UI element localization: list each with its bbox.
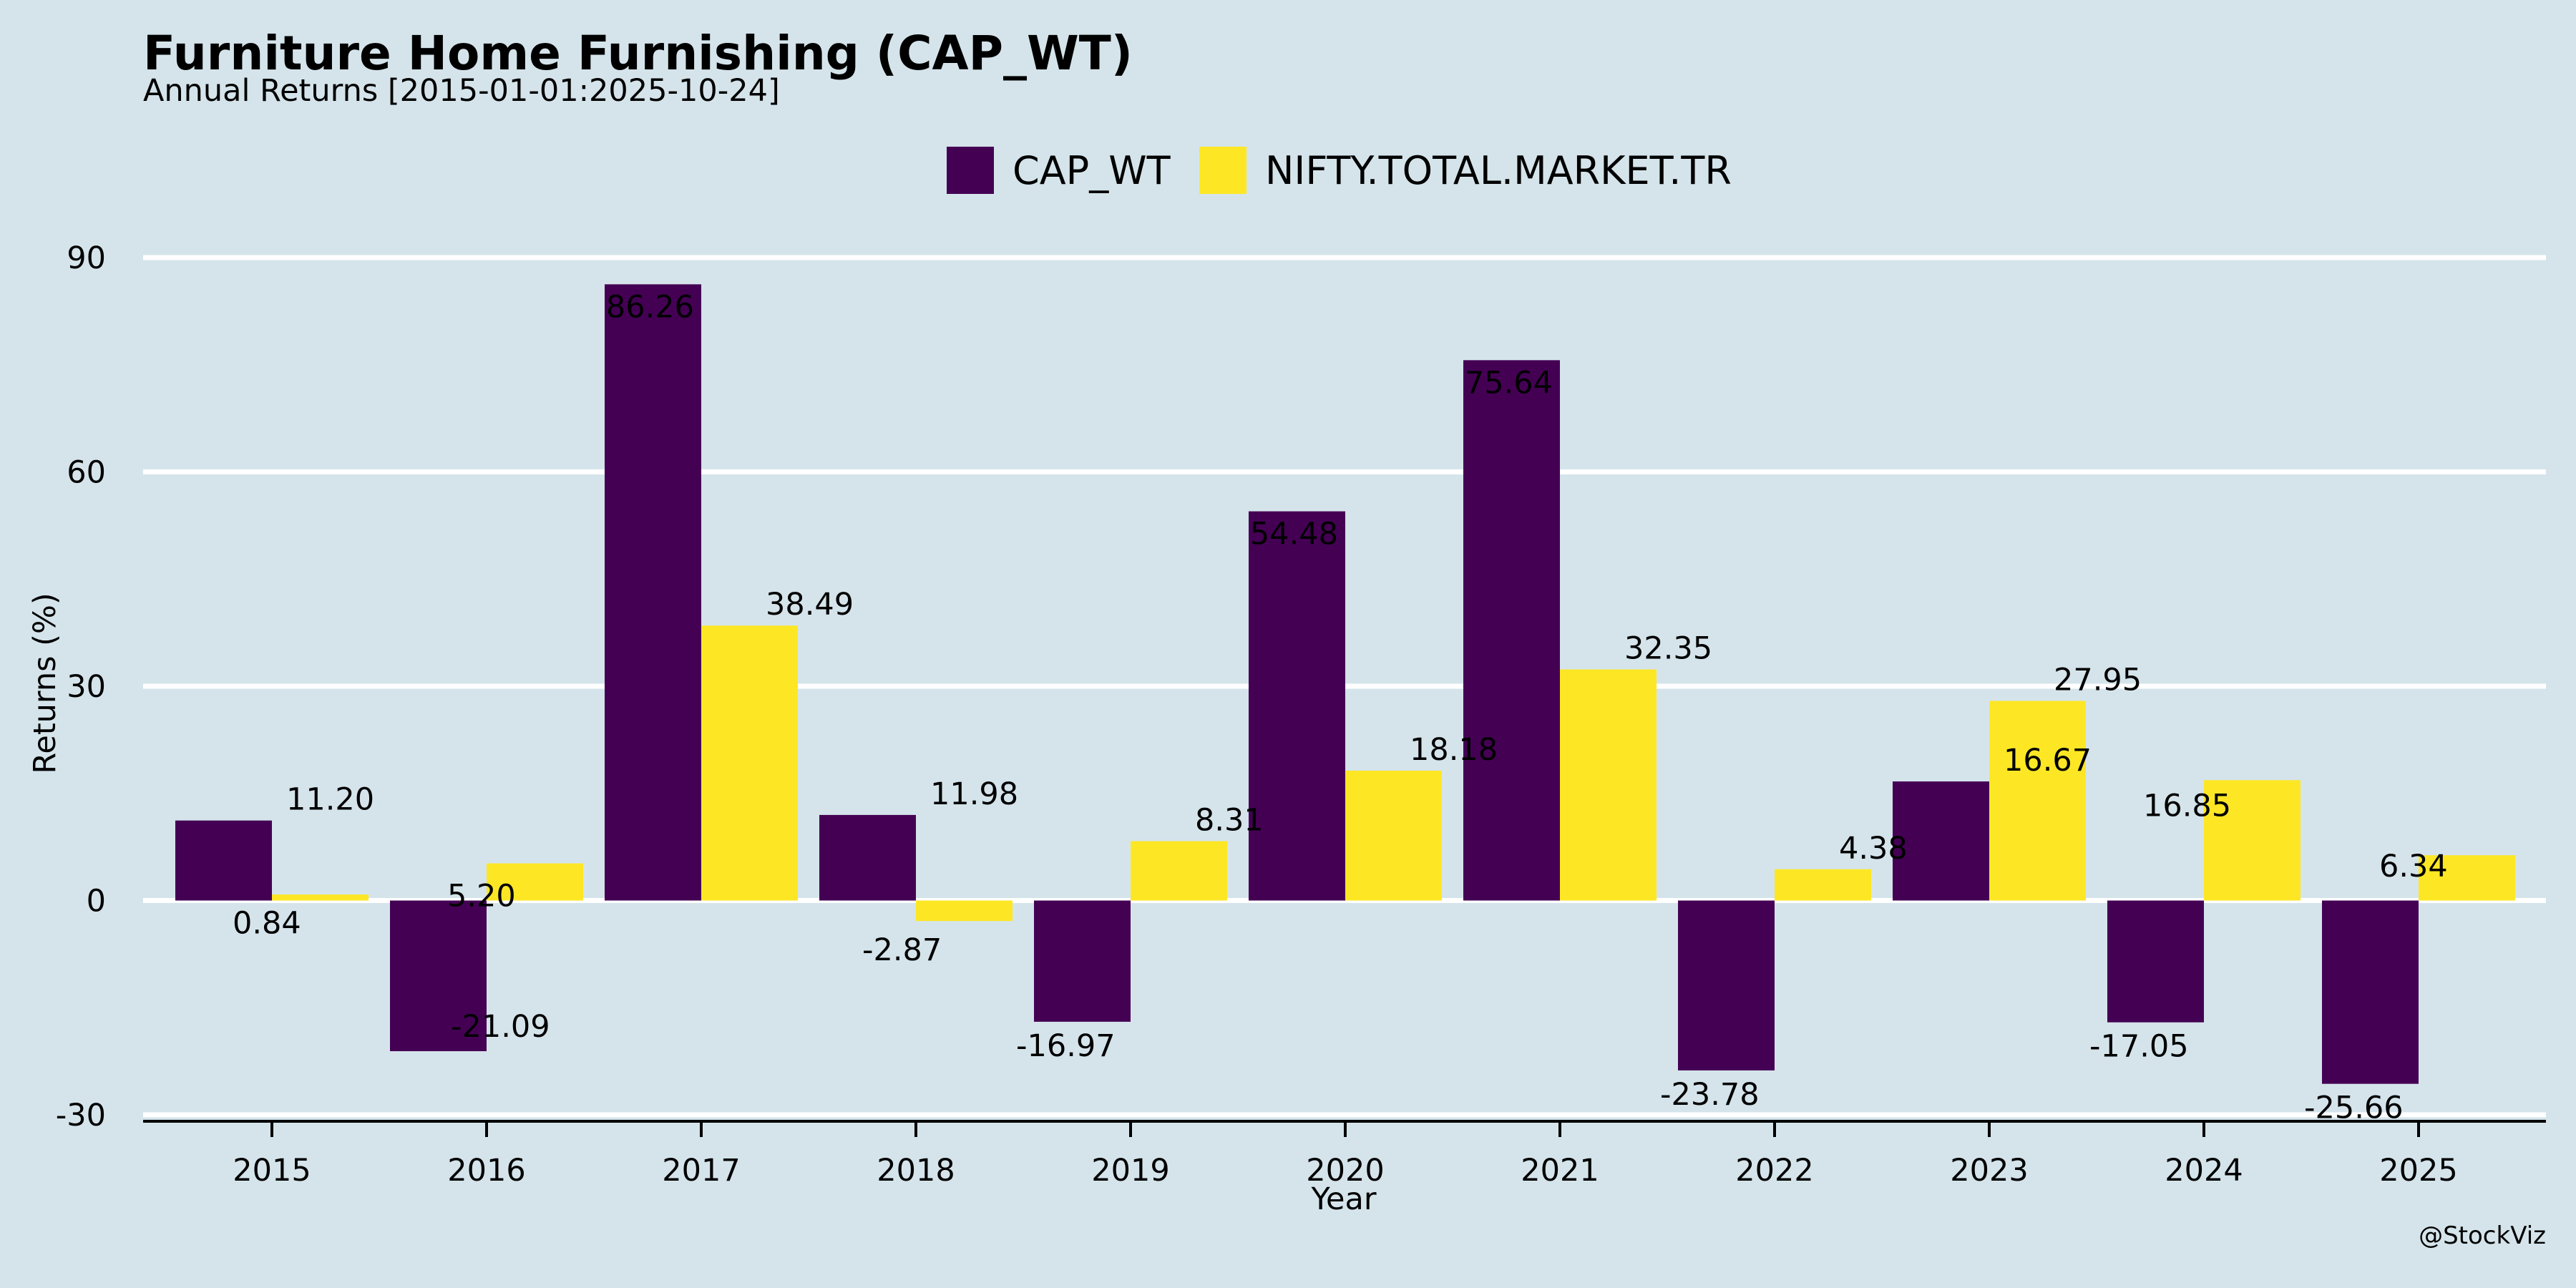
x-axis: 2015 2016 2017 2018 2019 2020 2021 2022 2023 2024… — [143, 1120, 2546, 1189]
data-label: 11.98 — [930, 776, 1018, 812]
x-tick-label: 2019 — [1091, 1153, 1169, 1189]
bar-cap-wt-2015 — [175, 820, 272, 901]
x-tick-label: 2021 — [1521, 1153, 1599, 1189]
x-tick-label: 2025 — [2379, 1153, 2457, 1189]
bar-cap-wt-2018 — [819, 814, 916, 901]
x-tick-label: 2023 — [1950, 1153, 2028, 1189]
credit-text: @StockViz — [2419, 1221, 2546, 1250]
data-label: -21.09 — [451, 1009, 550, 1045]
data-label: 18.18 — [1410, 732, 1498, 768]
chart-title: Furniture Home Furnishing (CAP_WT) — [143, 26, 1133, 81]
data-label: 5.20 — [447, 879, 516, 914]
x-tick-label: 2016 — [447, 1153, 525, 1189]
bar-nifty-2020 — [1345, 771, 1442, 901]
bars — [175, 284, 2515, 1084]
legend-label: NIFTY.TOTAL.MARKET.TR — [1265, 148, 1732, 193]
data-label: 54.48 — [1250, 517, 1338, 552]
data-label: 0.84 — [233, 906, 301, 942]
data-label: 4.38 — [1839, 831, 1908, 867]
legend-swatch — [1199, 147, 1246, 194]
data-label: 11.20 — [286, 782, 374, 818]
y-tick-label: 60 — [67, 455, 106, 491]
data-label: 86.26 — [606, 289, 694, 325]
bar-nifty-2018 — [916, 900, 1013, 922]
bar-cap-wt-2025 — [2322, 900, 2419, 1084]
y-tick-label: 30 — [67, 669, 106, 705]
data-label: 38.49 — [766, 587, 854, 623]
bar-cap-wt-2021 — [1463, 360, 1560, 901]
y-tick-label: -30 — [56, 1098, 106, 1133]
data-label: 27.95 — [2054, 662, 2142, 698]
bar-cap-wt-2020 — [1249, 511, 1345, 901]
bar-cap-wt-2022 — [1678, 900, 1775, 1070]
bar-nifty-2015 — [272, 894, 369, 901]
y-axis: -30 0 30 60 90 — [56, 240, 106, 1133]
bar-nifty-2022 — [1775, 869, 1871, 901]
bar-cap-wt-2016 — [390, 900, 487, 1052]
y-tick-label: 0 — [87, 884, 106, 919]
data-label: -17.05 — [2089, 1029, 2189, 1065]
bar-nifty-2023 — [1989, 701, 2086, 901]
y-tick-label: 90 — [67, 240, 106, 276]
x-tick-label: 2022 — [1735, 1153, 1813, 1189]
x-tick-label: 2020 — [1306, 1153, 1384, 1189]
data-label: 16.67 — [2004, 743, 2092, 779]
x-tick-label: 2017 — [662, 1153, 740, 1189]
data-label: 8.31 — [1195, 803, 1264, 839]
data-label: 6.34 — [2379, 849, 2448, 884]
x-tick-label: 2024 — [2165, 1153, 2243, 1189]
legend: CAP_WT NIFTY.TOTAL.MARKET.TR — [947, 147, 1732, 194]
y-axis-label: Returns (%) — [27, 592, 63, 774]
bar-nifty-2017 — [701, 625, 798, 901]
bar-nifty-2021 — [1560, 669, 1657, 901]
chart-subtitle: Annual Returns [2015-01-01:2025-10-24] — [143, 73, 780, 109]
data-label: 16.85 — [2143, 788, 2231, 824]
legend-label: CAP_WT — [1013, 148, 1171, 193]
bar-nifty-2019 — [1131, 841, 1227, 901]
data-label: -23.78 — [1660, 1077, 1760, 1113]
bar-cap-wt-2023 — [1893, 781, 1989, 901]
legend-swatch — [947, 147, 994, 194]
bar-nifty-2025 — [2419, 855, 2515, 901]
bar-cap-wt-2024 — [2107, 900, 2204, 1023]
data-label: -16.97 — [1016, 1028, 1116, 1064]
x-tick-label: 2018 — [877, 1153, 955, 1189]
x-tick-label: 2015 — [233, 1153, 311, 1189]
bar-nifty-2016 — [487, 863, 583, 901]
data-labels: 11.20 -21.09 86.26 11.98 -16.97 54.48 75.64 -23… — [233, 289, 2448, 1126]
bar-cap-wt-2017 — [605, 284, 701, 901]
bar-cap-wt-2019 — [1034, 900, 1131, 1022]
x-axis-label: Year — [1310, 1181, 1376, 1217]
data-label: 75.64 — [1465, 365, 1553, 401]
data-label: 32.35 — [1624, 631, 1712, 667]
bar-nifty-2024 — [2204, 780, 2301, 901]
data-label: -2.87 — [862, 932, 942, 968]
